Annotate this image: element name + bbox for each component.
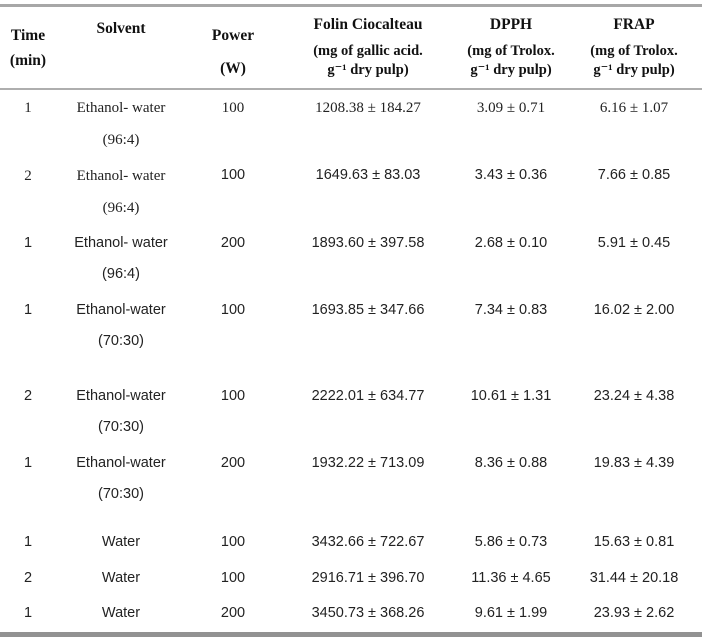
cell-solvent: Ethanol- water (96:4) bbox=[56, 226, 186, 293]
cell-power: 100 bbox=[221, 100, 245, 117]
column-unit: (W) bbox=[220, 59, 246, 77]
solvent-ratio: (70:30) bbox=[98, 485, 144, 502]
table-row: 2 Ethanol-water (70:30) 100 2222.01 ± 63… bbox=[0, 379, 702, 446]
cell-time: 1 bbox=[23, 533, 33, 550]
cell-dpph: 5.86 ± 0.73 bbox=[474, 533, 548, 550]
cell-power: 200 bbox=[220, 235, 246, 252]
cell-dpph: 8.36 ± 0.88 bbox=[474, 454, 548, 471]
header-row: Time (min) Solvent Power (W) Folin Cioca… bbox=[0, 6, 702, 90]
cell-folin: 1932.22 ± 713.09 bbox=[311, 454, 425, 471]
cell-dpph: 9.61 ± 1.99 bbox=[474, 605, 548, 622]
solvent-name: Ethanol-water bbox=[76, 454, 166, 471]
cell-power: 100 bbox=[220, 301, 246, 318]
cell-solvent: Water bbox=[56, 561, 186, 597]
column-title: Folin Ciocalteau bbox=[313, 16, 423, 33]
cell-power: 100 bbox=[220, 387, 246, 404]
cell-time: 1 bbox=[24, 100, 32, 117]
cell-folin: 3450.73 ± 368.26 bbox=[311, 605, 425, 622]
cell-time: 2 bbox=[23, 387, 33, 404]
cell-frap: 31.44 ± 20.18 bbox=[589, 569, 679, 586]
cell-frap: 15.63 ± 0.81 bbox=[593, 533, 675, 550]
column-title: Power bbox=[211, 27, 255, 44]
solvent-ratio: (96:4) bbox=[102, 266, 140, 282]
cell-solvent: Ethanol-water (70:30) bbox=[56, 293, 186, 379]
cell-frap: 23.24 ± 4.38 bbox=[593, 387, 675, 404]
cell-dpph: 3.43 ± 0.36 bbox=[474, 167, 548, 184]
cell-time: 2 bbox=[23, 569, 33, 586]
column-title: FRAP bbox=[613, 16, 655, 33]
cell-solvent: Water bbox=[56, 596, 186, 634]
column-header-frap: FRAP (mg of Trolox. g⁻¹ dry pulp) bbox=[566, 6, 702, 90]
cell-folin: 3432.66 ± 722.67 bbox=[311, 533, 425, 550]
table-row: 1 Ethanol- water (96:4) 200 1893.60 ± 39… bbox=[0, 226, 702, 293]
cell-folin: 1208.38 ± 184.27 bbox=[315, 100, 421, 117]
cell-frap: 16.02 ± 2.00 bbox=[593, 301, 675, 318]
column-unit: (min) bbox=[9, 51, 47, 69]
column-header-dpph: DPPH (mg of Trolox. g⁻¹ dry pulp) bbox=[456, 6, 566, 90]
column-title: Time bbox=[10, 27, 46, 44]
cell-folin: 2222.01 ± 634.77 bbox=[311, 387, 425, 404]
solvent-ratio: (96:4) bbox=[102, 199, 140, 216]
cell-dpph: 11.36 ± 4.65 bbox=[471, 569, 551, 586]
column-unit: (mg of Trolox. g⁻¹ dry pulp) bbox=[590, 42, 678, 78]
column-title: Solvent bbox=[96, 20, 146, 37]
cell-power: 100 bbox=[220, 569, 246, 586]
solvent-ratio: (96:4) bbox=[102, 131, 140, 148]
table-row: 2 Water 100 2916.71 ± 396.70 11.36 ± 4.6… bbox=[0, 561, 702, 597]
cell-solvent: Ethanol-water (70:30) bbox=[56, 379, 186, 446]
column-unit: (mg of gallic acid. g⁻¹ dry pulp) bbox=[313, 42, 423, 78]
table-row: 1 Ethanol-water (70:30) 200 1932.22 ± 71… bbox=[0, 446, 702, 525]
cell-frap: 6.16 ± 1.07 bbox=[599, 100, 669, 117]
cell-dpph: 2.68 ± 0.10 bbox=[474, 235, 548, 252]
solvent-name: Water bbox=[101, 533, 141, 550]
cell-folin: 1693.85 ± 347.66 bbox=[311, 301, 425, 318]
cell-solvent: Ethanol- water (96:4) bbox=[56, 89, 186, 158]
column-header-solvent: Solvent bbox=[56, 6, 186, 90]
cell-frap: 19.83 ± 4.39 bbox=[593, 454, 675, 471]
cell-frap: 7.66 ± 0.85 bbox=[597, 167, 671, 184]
cell-folin: 2916.71 ± 396.70 bbox=[311, 569, 425, 586]
cell-frap: 23.93 ± 2.62 bbox=[593, 605, 675, 622]
cell-dpph: 3.09 ± 0.71 bbox=[476, 100, 546, 117]
solvent-name: Ethanol- water bbox=[76, 168, 166, 185]
cell-solvent: Ethanol- water (96:4) bbox=[56, 158, 186, 226]
cell-power: 200 bbox=[220, 454, 246, 471]
solvent-name: Ethanol-water bbox=[76, 301, 166, 318]
solvent-ratio: (70:30) bbox=[98, 332, 144, 349]
cell-solvent: Water bbox=[56, 525, 186, 561]
table-row: 1 Water 100 3432.66 ± 722.67 5.86 ± 0.73… bbox=[0, 525, 702, 561]
cell-time: 1 bbox=[23, 301, 33, 318]
cell-power: 100 bbox=[220, 167, 246, 184]
solvent-ratio: (70:30) bbox=[98, 418, 144, 435]
cell-power: 100 bbox=[220, 533, 246, 550]
column-header-time: Time (min) bbox=[0, 6, 56, 90]
cell-dpph: 10.61 ± 1.31 bbox=[470, 387, 552, 404]
table-row: 2 Ethanol- water (96:4) 100 1649.63 ± 83… bbox=[0, 158, 702, 226]
cell-time: 1 bbox=[23, 235, 33, 252]
column-header-folin: Folin Ciocalteau (mg of gallic acid. g⁻¹… bbox=[280, 6, 456, 90]
column-title: DPPH bbox=[489, 16, 533, 33]
table-row: 1 Ethanol- water (96:4) 100 1208.38 ± 18… bbox=[0, 89, 702, 158]
column-unit: (mg of Trolox. g⁻¹ dry pulp) bbox=[467, 42, 555, 78]
cell-folin: 1649.63 ± 83.03 bbox=[315, 167, 421, 184]
column-header-power: Power (W) bbox=[186, 6, 280, 90]
cell-time: 1 bbox=[23, 605, 33, 622]
cell-time: 2 bbox=[24, 168, 32, 185]
cell-folin: 1893.60 ± 397.58 bbox=[311, 235, 425, 252]
solvent-name: Water bbox=[101, 569, 141, 586]
table-row: 1 Water 200 3450.73 ± 368.26 9.61 ± 1.99… bbox=[0, 596, 702, 634]
cell-solvent: Ethanol-water (70:30) bbox=[56, 446, 186, 525]
solvent-name: Ethanol- water bbox=[74, 235, 168, 252]
cell-dpph: 7.34 ± 0.83 bbox=[474, 301, 548, 318]
cell-time: 1 bbox=[23, 454, 33, 471]
solvent-name: Ethanol-water bbox=[76, 387, 166, 404]
cell-frap: 5.91 ± 0.45 bbox=[597, 235, 671, 252]
solvent-name: Water bbox=[101, 605, 141, 622]
solvent-name: Ethanol- water bbox=[76, 100, 166, 117]
table-row: 1 Ethanol-water (70:30) 100 1693.85 ± 34… bbox=[0, 293, 702, 379]
cell-power: 200 bbox=[220, 605, 246, 622]
antioxidant-results-table: Time (min) Solvent Power (W) Folin Cioca… bbox=[0, 4, 702, 637]
